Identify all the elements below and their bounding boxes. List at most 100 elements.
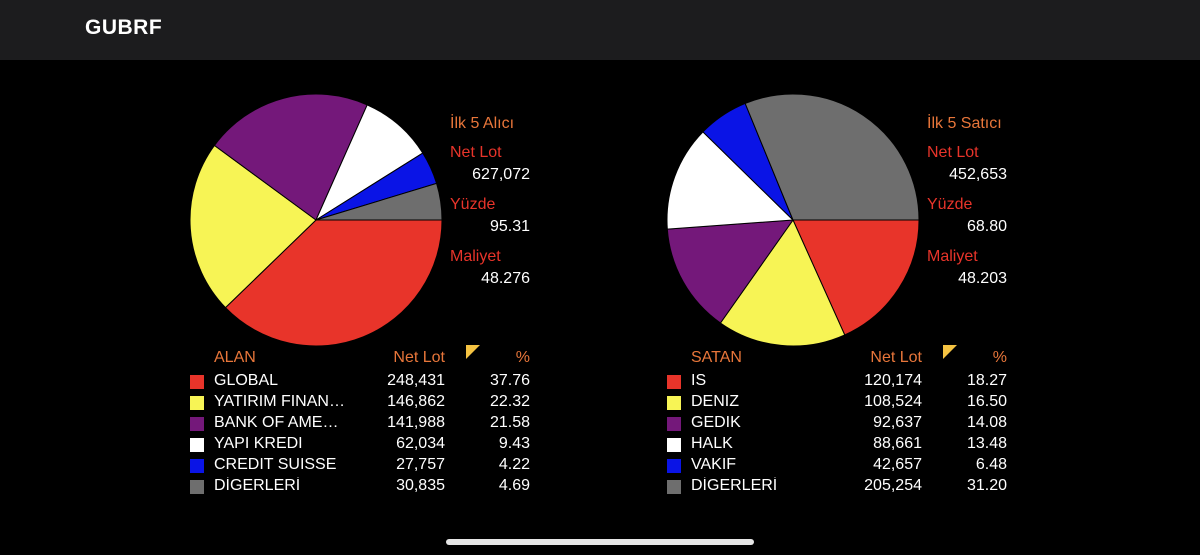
buyers-pie-chart <box>189 93 443 347</box>
legend-name: BANK OF AME… <box>214 414 339 431</box>
legend-swatch <box>190 459 204 473</box>
legend-percent: 4.69 <box>498 477 530 494</box>
buyers-legend-lot-header[interactable]: Net Lot <box>393 349 445 366</box>
buyers-legend: ALAN Net Lot % GLOBAL 248,431 37.76 YATIRIM… <box>190 345 530 499</box>
legend-name: DİGERLERİ <box>691 477 778 494</box>
legend-net-lot: 141,988 <box>387 414 445 431</box>
buyers-legend-row[interactable]: YATIRIM FINAN… 146,862 22.32 <box>190 392 530 413</box>
legend-swatch <box>667 438 681 452</box>
legend-swatch <box>190 438 204 452</box>
legend-swatch <box>667 375 681 389</box>
legend-name: YATIRIM FINAN… <box>214 393 345 410</box>
buyers-legend-name-header: ALAN <box>214 349 256 366</box>
buyers-legend-row[interactable]: DİGERLERİ 30,835 4.69 <box>190 476 530 497</box>
buyers-legend-row[interactable]: GLOBAL 248,431 37.76 <box>190 371 530 392</box>
buyers-percent-label: Yüzde <box>450 196 496 213</box>
legend-percent: 18.27 <box>966 372 1007 389</box>
sellers-net-lot-label: Net Lot <box>927 144 979 161</box>
sellers-pie-slice[interactable] <box>792 219 920 336</box>
sort-icon[interactable] <box>943 345 957 359</box>
sellers-pie-slice[interactable] <box>744 93 920 221</box>
buyers-cost-value: 48.276 <box>481 270 530 287</box>
buyers-legend-row[interactable]: YAPI KREDI 62,034 9.43 <box>190 434 530 455</box>
legend-swatch <box>667 459 681 473</box>
sellers-cost-value: 48.203 <box>958 270 1007 287</box>
sellers-legend-row[interactable]: DENIZ 108,524 16.50 <box>667 392 1007 413</box>
legend-name: HALK <box>691 435 733 452</box>
legend-swatch <box>190 375 204 389</box>
page-title: GUBRF <box>85 16 163 39</box>
sellers-legend: SATAN Net Lot % IS 120,174 18.27 DENIZ 108,5… <box>667 345 1007 499</box>
sellers-info: İlk 5 Satıcı Net Lot 452,653 Yüzde 68.80… <box>927 115 1007 295</box>
legend-name: DENIZ <box>691 393 739 410</box>
buyers-net-lot-value: 627,072 <box>472 166 530 183</box>
legend-net-lot: 120,174 <box>864 372 922 389</box>
legend-percent: 13.48 <box>966 435 1007 452</box>
legend-name: IS <box>691 372 707 389</box>
legend-percent: 6.48 <box>975 456 1007 473</box>
home-indicator[interactable] <box>446 539 754 545</box>
legend-net-lot: 42,657 <box>873 456 922 473</box>
sellers-net-lot-value: 452,653 <box>949 166 1007 183</box>
legend-percent: 22.32 <box>489 393 530 410</box>
legend-name: GEDIK <box>691 414 741 431</box>
legend-net-lot: 30,835 <box>396 477 445 494</box>
sellers-pie-chart <box>666 93 920 347</box>
sellers-legend-row[interactable]: IS 120,174 18.27 <box>667 371 1007 392</box>
legend-name: YAPI KREDI <box>214 435 303 452</box>
buyers-panel: İlk 5 Alıcı Net Lot 627,072 Yüzde 95.31 … <box>0 60 600 555</box>
legend-name: CREDIT SUISSE <box>214 456 337 473</box>
legend-percent: 31.20 <box>966 477 1007 494</box>
legend-net-lot: 27,757 <box>396 456 445 473</box>
buyers-pie-slice[interactable] <box>213 93 368 221</box>
legend-net-lot: 146,862 <box>387 393 445 410</box>
sellers-legend-row[interactable]: VAKIF 42,657 6.48 <box>667 455 1007 476</box>
legend-percent: 16.50 <box>966 393 1007 410</box>
legend-swatch <box>667 417 681 431</box>
sellers-legend-name-header: SATAN <box>691 349 742 366</box>
buyers-pie-slice[interactable] <box>315 182 443 221</box>
legend-percent: 37.76 <box>489 372 530 389</box>
sellers-pie-slice[interactable] <box>666 131 795 230</box>
legend-net-lot: 108,524 <box>864 393 922 410</box>
legend-name: VAKIF <box>691 456 737 473</box>
sellers-legend-row[interactable]: DİGERLERİ 205,254 31.20 <box>667 476 1007 497</box>
buyers-pie-slice[interactable] <box>189 144 317 309</box>
legend-net-lot: 92,637 <box>873 414 922 431</box>
buyers-percent-value: 95.31 <box>489 218 530 235</box>
buyers-info: İlk 5 Alıcı Net Lot 627,072 Yüzde 95.31 … <box>450 115 530 295</box>
sellers-pie-slice[interactable] <box>719 218 846 347</box>
sellers-pie-slice[interactable] <box>666 219 795 324</box>
buyers-info-title: İlk 5 Alıcı <box>450 115 515 132</box>
sellers-legend-row[interactable]: GEDIK 92,637 14.08 <box>667 413 1007 434</box>
sellers-legend-header: SATAN Net Lot % <box>667 345 1007 369</box>
legend-swatch <box>190 417 204 431</box>
legend-swatch <box>667 396 681 410</box>
legend-percent: 21.58 <box>489 414 530 431</box>
sellers-legend-row[interactable]: HALK 88,661 13.48 <box>667 434 1007 455</box>
legend-swatch <box>667 480 681 494</box>
buyers-net-lot-label: Net Lot <box>450 144 502 161</box>
legend-swatch <box>190 396 204 410</box>
buyers-legend-row[interactable]: CREDIT SUISSE 27,757 4.22 <box>190 455 530 476</box>
sellers-cost-label: Maliyet <box>927 248 978 265</box>
top-bar: GUBRF <box>0 0 1200 60</box>
legend-net-lot: 88,661 <box>873 435 922 452</box>
sellers-info-title: İlk 5 Satıcı <box>927 115 1002 132</box>
sellers-legend-lot-header[interactable]: Net Lot <box>870 349 922 366</box>
buyers-legend-pct-header[interactable]: % <box>515 349 530 366</box>
legend-net-lot: 62,034 <box>396 435 445 452</box>
buyers-legend-row[interactable]: BANK OF AME… 141,988 21.58 <box>190 413 530 434</box>
legend-percent: 9.43 <box>498 435 530 452</box>
sellers-legend-pct-header[interactable]: % <box>992 349 1007 366</box>
buyers-cost-label: Maliyet <box>450 248 501 265</box>
legend-swatch <box>190 480 204 494</box>
legend-name: DİGERLERİ <box>214 477 301 494</box>
sellers-percent-value: 68.80 <box>966 218 1007 235</box>
buyers-pie-slice[interactable] <box>224 219 443 347</box>
legend-name: GLOBAL <box>214 372 279 389</box>
legend-net-lot: 205,254 <box>864 477 922 494</box>
sort-icon[interactable] <box>466 345 480 359</box>
legend-net-lot: 248,431 <box>387 372 445 389</box>
legend-percent: 14.08 <box>966 414 1007 431</box>
